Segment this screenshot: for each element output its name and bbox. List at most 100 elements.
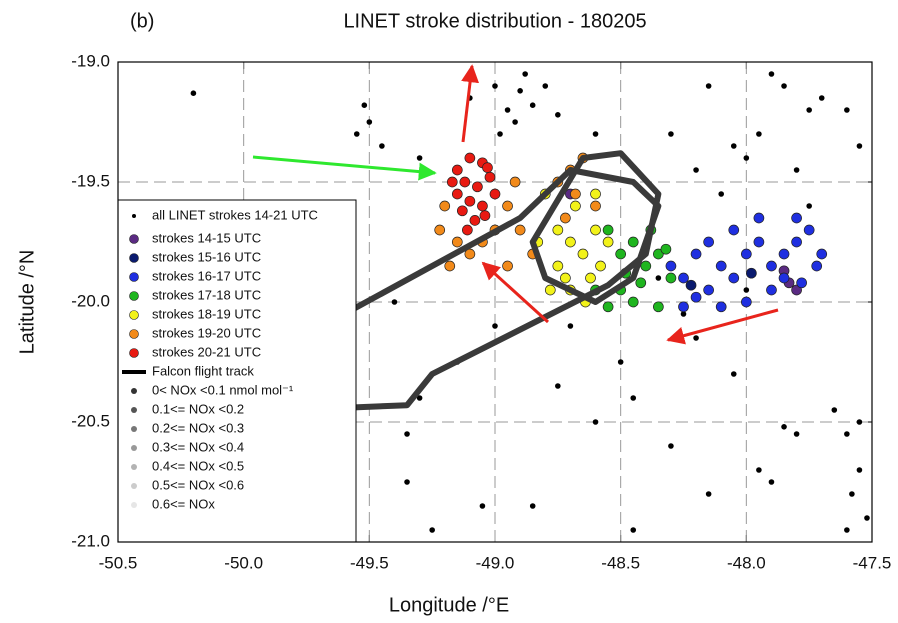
point	[680, 311, 687, 317]
legend-marker	[129, 253, 139, 263]
point	[753, 212, 765, 224]
point	[190, 90, 197, 96]
point	[544, 284, 556, 296]
point	[404, 479, 410, 485]
point	[479, 210, 491, 221]
point	[816, 248, 828, 260]
point	[542, 83, 549, 89]
point	[464, 195, 476, 207]
point	[856, 467, 863, 473]
point	[818, 95, 825, 101]
x-tick-label: -48.5	[601, 553, 640, 572]
point	[678, 301, 689, 313]
point	[668, 131, 674, 137]
point	[590, 200, 601, 212]
point	[565, 236, 576, 248]
legend-marker	[129, 348, 139, 358]
point	[831, 407, 838, 413]
point	[844, 107, 850, 113]
point	[570, 188, 581, 200]
legend-label: 0.6<= NOx	[152, 496, 215, 511]
point	[781, 83, 787, 89]
point	[728, 224, 740, 236]
legend-marker	[129, 291, 139, 301]
point	[502, 200, 513, 212]
point	[630, 527, 637, 533]
point	[560, 272, 571, 284]
point	[766, 284, 777, 296]
point	[456, 205, 468, 217]
point	[492, 323, 498, 329]
legend-label: 0< NOx <0.1 nmol mol⁻¹	[152, 382, 294, 397]
point	[849, 491, 855, 497]
point	[504, 107, 511, 113]
arrow	[252, 155, 437, 181]
point	[469, 215, 481, 226]
point	[379, 143, 385, 149]
point	[743, 155, 750, 161]
y-tick-label: -21.0	[71, 531, 110, 550]
point	[585, 272, 596, 284]
point	[678, 272, 689, 284]
flight-track	[117, 150, 662, 421]
x-tick-label: -50.5	[99, 553, 138, 572]
legend-label: strokes 20-21 UTC	[152, 344, 261, 359]
point	[768, 479, 775, 485]
arrows	[252, 64, 779, 345]
x-tick-label: -49.0	[476, 553, 515, 572]
point	[635, 277, 647, 289]
point	[577, 248, 589, 260]
point	[617, 359, 624, 365]
plot-frame	[117, 61, 873, 543]
point	[864, 515, 870, 521]
point	[570, 200, 581, 212]
legend-marker	[131, 483, 137, 489]
legend-label: all LINET strokes 14-21 UTC	[152, 207, 318, 222]
point	[522, 71, 528, 77]
point	[806, 107, 812, 113]
y-axis-title: Latitude /°N	[16, 250, 38, 355]
point	[502, 260, 513, 272]
legend-label: 0.2<= NOx <0.3	[152, 420, 244, 435]
point	[627, 236, 639, 248]
x-tick-label: -49.5	[350, 553, 389, 572]
point	[693, 167, 699, 173]
point	[497, 131, 503, 137]
y-tick-label: -19.0	[71, 51, 110, 70]
y-tick-label: -20.0	[71, 291, 110, 310]
point	[844, 431, 850, 437]
point	[366, 119, 373, 125]
point	[555, 112, 561, 118]
point	[439, 200, 451, 212]
point	[715, 301, 727, 313]
point	[806, 203, 812, 209]
point	[592, 419, 599, 425]
point	[690, 291, 702, 303]
legend-marker	[131, 426, 137, 432]
point	[811, 260, 823, 272]
point	[653, 248, 664, 260]
point	[353, 131, 360, 137]
point	[791, 212, 802, 224]
legend-marker	[131, 407, 137, 413]
point	[416, 155, 423, 161]
point	[844, 527, 850, 533]
point	[690, 248, 702, 260]
point	[778, 272, 790, 284]
point	[746, 267, 757, 279]
arrow	[666, 308, 779, 345]
point	[740, 296, 752, 308]
x-tick-label: -47.5	[853, 553, 892, 572]
point	[803, 224, 815, 236]
point	[464, 152, 476, 164]
point	[514, 224, 526, 236]
point	[718, 191, 724, 197]
point	[730, 143, 737, 149]
point	[778, 248, 790, 260]
legend-marker	[132, 214, 136, 218]
legend-label: strokes 15-16 UTC	[152, 249, 261, 264]
point	[590, 188, 601, 200]
legend-marker	[129, 234, 139, 244]
point	[753, 236, 765, 248]
